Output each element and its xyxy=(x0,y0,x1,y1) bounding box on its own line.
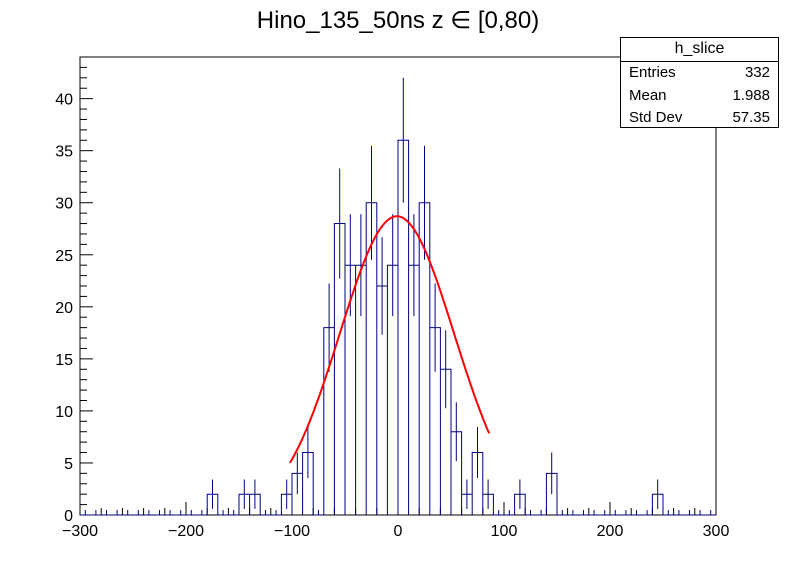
stats-value: 332 xyxy=(744,64,770,81)
x-tick-label: −100 xyxy=(274,523,310,540)
x-tick-label: −300 xyxy=(62,523,98,540)
stats-label: Std Dev xyxy=(629,109,683,126)
y-tick-label: 30 xyxy=(55,196,73,213)
y-tick-label: 25 xyxy=(55,248,73,265)
x-tick-label: 200 xyxy=(597,523,624,540)
y-tick-label: 40 xyxy=(55,92,73,109)
stats-row-stddev: Std Dev 57.35 xyxy=(621,107,778,130)
stats-box-title: h_slice xyxy=(621,38,778,62)
x-tick-label: 300 xyxy=(703,523,730,540)
x-tick-label: 100 xyxy=(491,523,518,540)
stats-label: Entries xyxy=(629,64,676,81)
stats-row-mean: Mean 1.988 xyxy=(621,85,778,108)
y-tick-label: 15 xyxy=(55,352,73,369)
histogram-steps xyxy=(80,139,716,516)
x-tick-label: 0 xyxy=(394,523,403,540)
x-tick-label: −200 xyxy=(168,523,204,540)
y-tick-label: 0 xyxy=(64,508,73,525)
stats-label: Mean xyxy=(629,86,667,104)
stats-value: 1.988 xyxy=(732,86,770,104)
gaussian-fit-curve xyxy=(289,215,491,464)
y-tick-label: 20 xyxy=(55,300,73,317)
chart-title: Hino_135_50ns z ∈ [0,80) xyxy=(256,7,540,34)
stats-value: 57.35 xyxy=(732,109,770,126)
stats-row-entries: Entries 332 xyxy=(621,62,778,85)
y-tick-label: 35 xyxy=(55,144,73,161)
stats-box: h_slice Entries 332 Mean 1.988 Std Dev 5… xyxy=(620,37,779,128)
y-tick-label: 10 xyxy=(55,404,73,421)
y-tick-label: 5 xyxy=(64,456,73,473)
